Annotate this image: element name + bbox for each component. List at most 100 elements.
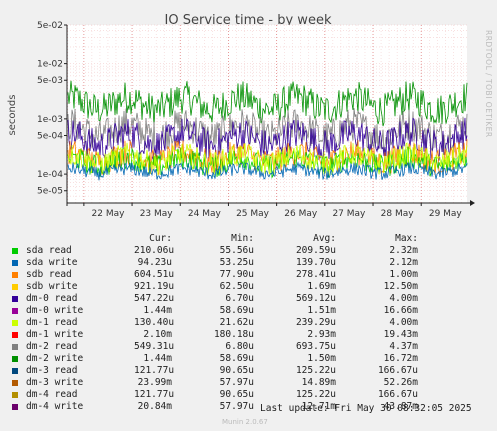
legend-row: sda read 210.06u 55.56u 209.59u 2.32m bbox=[12, 245, 490, 257]
legend-swatch bbox=[12, 380, 18, 386]
legend-swatch bbox=[12, 356, 18, 362]
legend-series-name: dm-4 read bbox=[26, 389, 78, 400]
legend-row: dm-4 write 20.84m 57.97u 12.71m 43.87m bbox=[12, 401, 490, 413]
legend-max: 19.43m bbox=[383, 329, 418, 340]
legend-swatch bbox=[12, 368, 18, 374]
header-min: Min: bbox=[231, 233, 254, 244]
legend-max: 166.67u bbox=[377, 389, 418, 400]
legend-row: dm-3 write 23.99m 57.97u 14.89m 52.26m bbox=[12, 377, 490, 389]
legend-max: 2.32m bbox=[389, 245, 418, 256]
x-axis-arrow bbox=[470, 200, 475, 206]
legend-series-name: dm-0 read bbox=[26, 293, 78, 304]
legend-row: dm-1 read 130.40u 21.62u 239.29u 4.00m bbox=[12, 317, 490, 329]
legend-series-name: sda read bbox=[26, 245, 72, 256]
legend-avg: 12.71m bbox=[301, 401, 336, 412]
legend-avg: 1.69m bbox=[307, 281, 336, 292]
legend-swatch bbox=[12, 404, 18, 410]
legend: Cur: Min: Avg: Max: sda read 210.06u 55.56… bbox=[12, 233, 490, 413]
series-line bbox=[67, 142, 468, 176]
legend-min: 58.69u bbox=[219, 305, 254, 316]
x-tick-label: 27 May bbox=[332, 209, 366, 219]
chart-title: IO Service time - by week bbox=[165, 13, 332, 28]
legend-series-name: sdb read bbox=[26, 269, 72, 280]
legend-series-name: dm-3 write bbox=[26, 377, 84, 388]
legend-series-name: sda write bbox=[26, 257, 78, 268]
legend-swatch bbox=[12, 392, 18, 398]
legend-cur: 210.06u bbox=[134, 245, 175, 256]
y-tick-label: 5e-02 bbox=[37, 21, 63, 31]
legend-header: Cur: Min: Avg: Max: bbox=[12, 233, 490, 245]
legend-avg: 2.93m bbox=[307, 329, 336, 340]
legend-row: sdb read 604.51u 77.90u 278.41u 1.00m bbox=[12, 269, 490, 281]
legend-min: 6.80u bbox=[225, 341, 254, 352]
y-tick-label: 5e-04 bbox=[37, 131, 63, 141]
legend-min: 58.69u bbox=[219, 353, 254, 364]
y-tick-label: 5e-05 bbox=[37, 187, 63, 197]
legend-cur: 1.44m bbox=[143, 353, 172, 364]
legend-cur: 2.10m bbox=[143, 329, 172, 340]
legend-series-name: dm-2 write bbox=[26, 353, 84, 364]
legend-swatch bbox=[12, 284, 18, 290]
legend-cur: 1.44m bbox=[143, 305, 172, 316]
legend-row: dm-4 read 121.77u 90.65u 125.22u 166.67u bbox=[12, 389, 490, 401]
legend-series-name: dm-4 write bbox=[26, 401, 84, 412]
legend-series-name: dm-1 write bbox=[26, 329, 84, 340]
legend-row: dm-2 write 1.44m 58.69u 1.50m 16.72m bbox=[12, 353, 490, 365]
legend-series-name: sdb write bbox=[26, 281, 78, 292]
legend-swatch bbox=[12, 332, 18, 338]
y-axis-label: seconds bbox=[7, 95, 18, 136]
legend-max: 4.00m bbox=[389, 293, 418, 304]
x-tick-label: 29 May bbox=[429, 209, 463, 219]
legend-avg: 1.50m bbox=[307, 353, 336, 364]
legend-cur: 130.40u bbox=[134, 317, 175, 328]
x-tick-label: 24 May bbox=[188, 209, 222, 219]
legend-min: 90.65u bbox=[219, 365, 254, 376]
legend-min: 53.25u bbox=[219, 257, 254, 268]
legend-row: sdb write 921.19u 62.50u 1.69m 12.50m bbox=[12, 281, 490, 293]
legend-max: 16.66m bbox=[383, 305, 418, 316]
x-tick-label: 25 May bbox=[236, 209, 270, 219]
legend-swatch bbox=[12, 308, 18, 314]
legend-swatch bbox=[12, 320, 18, 326]
y-tick-label: 1e-04 bbox=[37, 170, 63, 180]
series-line bbox=[67, 161, 468, 181]
legend-cur: 94.23u bbox=[137, 257, 172, 268]
legend-max: 1.00m bbox=[389, 269, 418, 280]
legend-row: dm-2 read 549.31u 6.80u 693.75u 4.37m bbox=[12, 341, 490, 353]
legend-cur: 20.84m bbox=[137, 401, 172, 412]
legend-row: sda write 94.23u 53.25u 139.70u 2.12m bbox=[12, 257, 490, 269]
last-update: Last update: Fri May 30 08:32:05 2025 bbox=[260, 403, 472, 414]
x-tick-label: 28 May bbox=[381, 209, 415, 219]
legend-max: 166.67u bbox=[377, 365, 418, 376]
legend-cur: 604.51u bbox=[134, 269, 175, 280]
legend-series-name: dm-3 read bbox=[26, 365, 78, 376]
x-tick-label: 23 May bbox=[140, 209, 174, 219]
legend-max: 12.50m bbox=[383, 281, 418, 292]
legend-min: 6.70u bbox=[225, 293, 254, 304]
legend-series-name: dm-0 write bbox=[26, 305, 84, 316]
legend-cur: 549.31u bbox=[134, 341, 175, 352]
legend-min: 21.62u bbox=[219, 317, 254, 328]
legend-avg: 14.89m bbox=[301, 377, 336, 388]
legend-swatch bbox=[12, 272, 18, 278]
x-tick-label: 26 May bbox=[284, 209, 318, 219]
legend-min: 77.90u bbox=[219, 269, 254, 280]
legend-min: 180.18u bbox=[213, 329, 254, 340]
series-line bbox=[67, 117, 468, 162]
legend-min: 57.97u bbox=[219, 401, 254, 412]
x-tick-label: 22 May bbox=[92, 209, 126, 219]
legend-avg: 693.75u bbox=[295, 341, 336, 352]
legend-avg: 1.51m bbox=[307, 305, 336, 316]
legend-avg: 139.70u bbox=[295, 257, 336, 268]
legend-max: 4.37m bbox=[389, 341, 418, 352]
header-cur: Cur: bbox=[149, 233, 172, 244]
legend-cur: 921.19u bbox=[134, 281, 175, 292]
y-tick-label: 5e-03 bbox=[37, 76, 63, 86]
y-tick-label: 1e-03 bbox=[37, 115, 63, 125]
legend-avg: 569.12u bbox=[295, 293, 336, 304]
legend-swatch bbox=[12, 248, 18, 254]
legend-avg: 125.22u bbox=[295, 365, 336, 376]
plot-area bbox=[67, 25, 467, 203]
legend-avg: 278.41u bbox=[295, 269, 336, 280]
